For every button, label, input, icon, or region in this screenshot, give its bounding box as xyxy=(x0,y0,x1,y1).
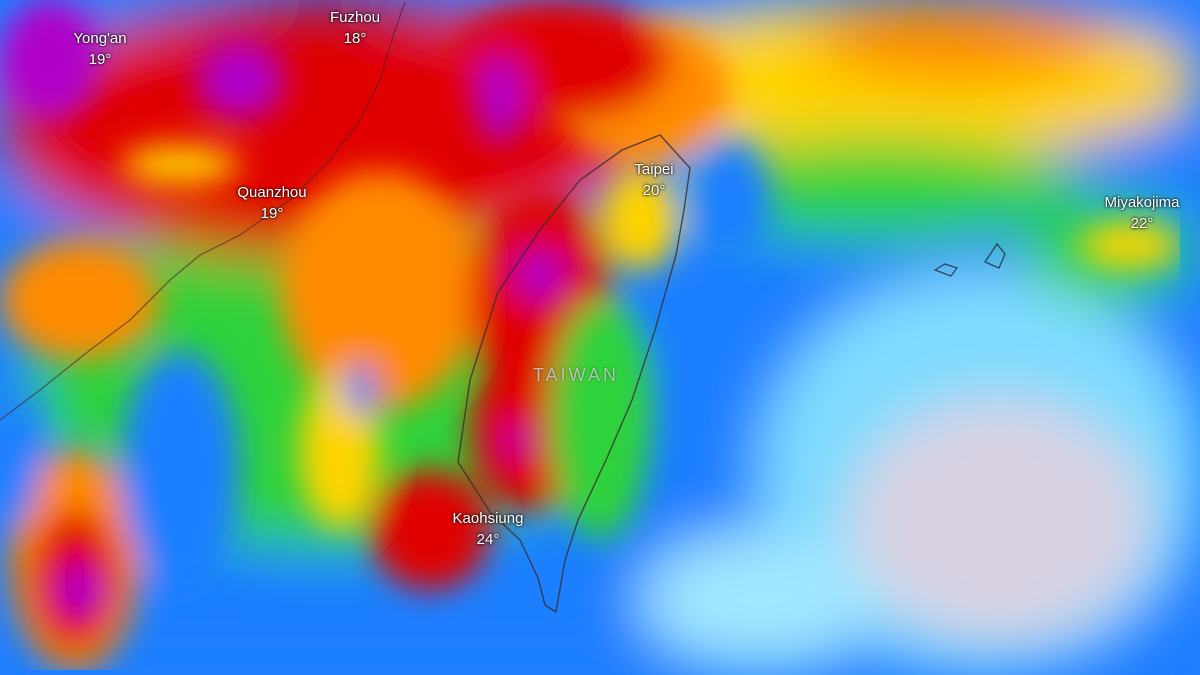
city-temp: 18° xyxy=(343,30,367,47)
city-label-fuzhou[interactable]: Fuzhou 18° xyxy=(330,7,380,49)
city-label-taipei[interactable]: Taipei 20° xyxy=(634,159,673,201)
city-temp: 24° xyxy=(476,531,500,548)
city-name: Taipei xyxy=(634,161,674,178)
city-temp: 19° xyxy=(260,205,284,222)
city-temp: 19° xyxy=(88,51,112,68)
city-temp: 22° xyxy=(1130,215,1154,232)
city-label-kaohsiung[interactable]: Kaohsiung 24° xyxy=(453,508,524,550)
city-name: Quanzhou xyxy=(237,184,307,201)
taiwan-coastline xyxy=(457,134,691,614)
city-name: Yong'an xyxy=(73,30,127,47)
city-name: Kaohsiung xyxy=(452,510,524,527)
city-name: Miyakojima xyxy=(1104,194,1180,211)
country-label-taiwan: TAIWAN xyxy=(533,365,619,385)
ryukyu-islands xyxy=(933,242,1006,277)
city-label-miyakojima[interactable]: Miyakojima 22° xyxy=(1104,192,1179,234)
city-label-quanzhou[interactable]: Quanzhou 19° xyxy=(237,182,306,224)
city-name: Fuzhou xyxy=(329,9,381,26)
city-temp: 20° xyxy=(642,182,666,199)
china-coastline xyxy=(0,1,406,421)
city-label-yongan[interactable]: Yong'an 19° xyxy=(73,28,126,70)
